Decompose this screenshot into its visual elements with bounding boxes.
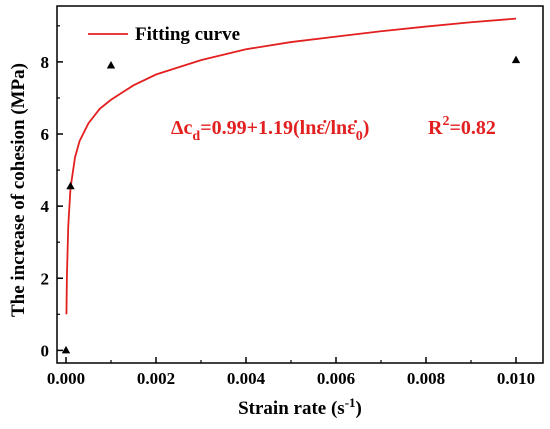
x-axis-title: Strain rate (s-1) [238,395,362,419]
data-points [61,55,521,354]
legend-label: Fitting curve [135,24,240,45]
plot-frame [56,5,544,364]
x-tick-label: 0.010 [497,369,535,388]
x-tick-label: 0.000 [47,369,85,388]
r-sup: 2 [442,114,449,129]
fitting-curve [65,17,517,315]
fit-equation: Δcd=0.99+1.19(lnε̇/lnε̇0) [171,117,369,144]
eq-rhs-a: =0.99+1.19(lnε̇/lnε̇ [200,117,357,139]
x-axis-title-main: Strain rate (s [238,398,345,419]
y-tick-label: 4 [41,197,50,216]
x-tick-label: 0.006 [317,369,355,388]
y-tick-label: 0 [41,341,50,360]
legend: Fitting curve [88,24,240,45]
eq-rhs-b: ) [363,117,370,139]
data-point-marker [511,55,521,64]
x-tick-label: 0.004 [227,369,266,388]
eq-lhs: Δc [171,117,193,139]
x-tick-label: 0.002 [137,369,175,388]
data-point-marker [61,345,71,354]
y-axis-title: The increase of cohesion (MPa) [8,63,29,317]
r-squared: R2=0.82 [428,114,496,139]
data-point-marker [66,181,75,190]
data-point-marker [106,61,116,69]
x-axis-title-sup: -1 [345,395,356,410]
r-value: =0.82 [449,117,495,139]
x-axis-title-end: ) [356,398,362,419]
y-tick-label: 6 [41,125,50,144]
x-tick-label: 0.008 [407,369,445,388]
y-axis-ticks: 0 2 4 6 8 [41,25,63,360]
y-tick-label: 2 [41,269,50,288]
eq-lhs-sub: d [192,129,200,144]
eq-rhs-sub: 0 [356,129,363,144]
r-label: R [428,117,443,139]
x-axis-ticks: 0.000 0.002 0.004 0.006 0.008 0.010 [47,357,535,388]
y-tick-label: 8 [41,53,50,72]
